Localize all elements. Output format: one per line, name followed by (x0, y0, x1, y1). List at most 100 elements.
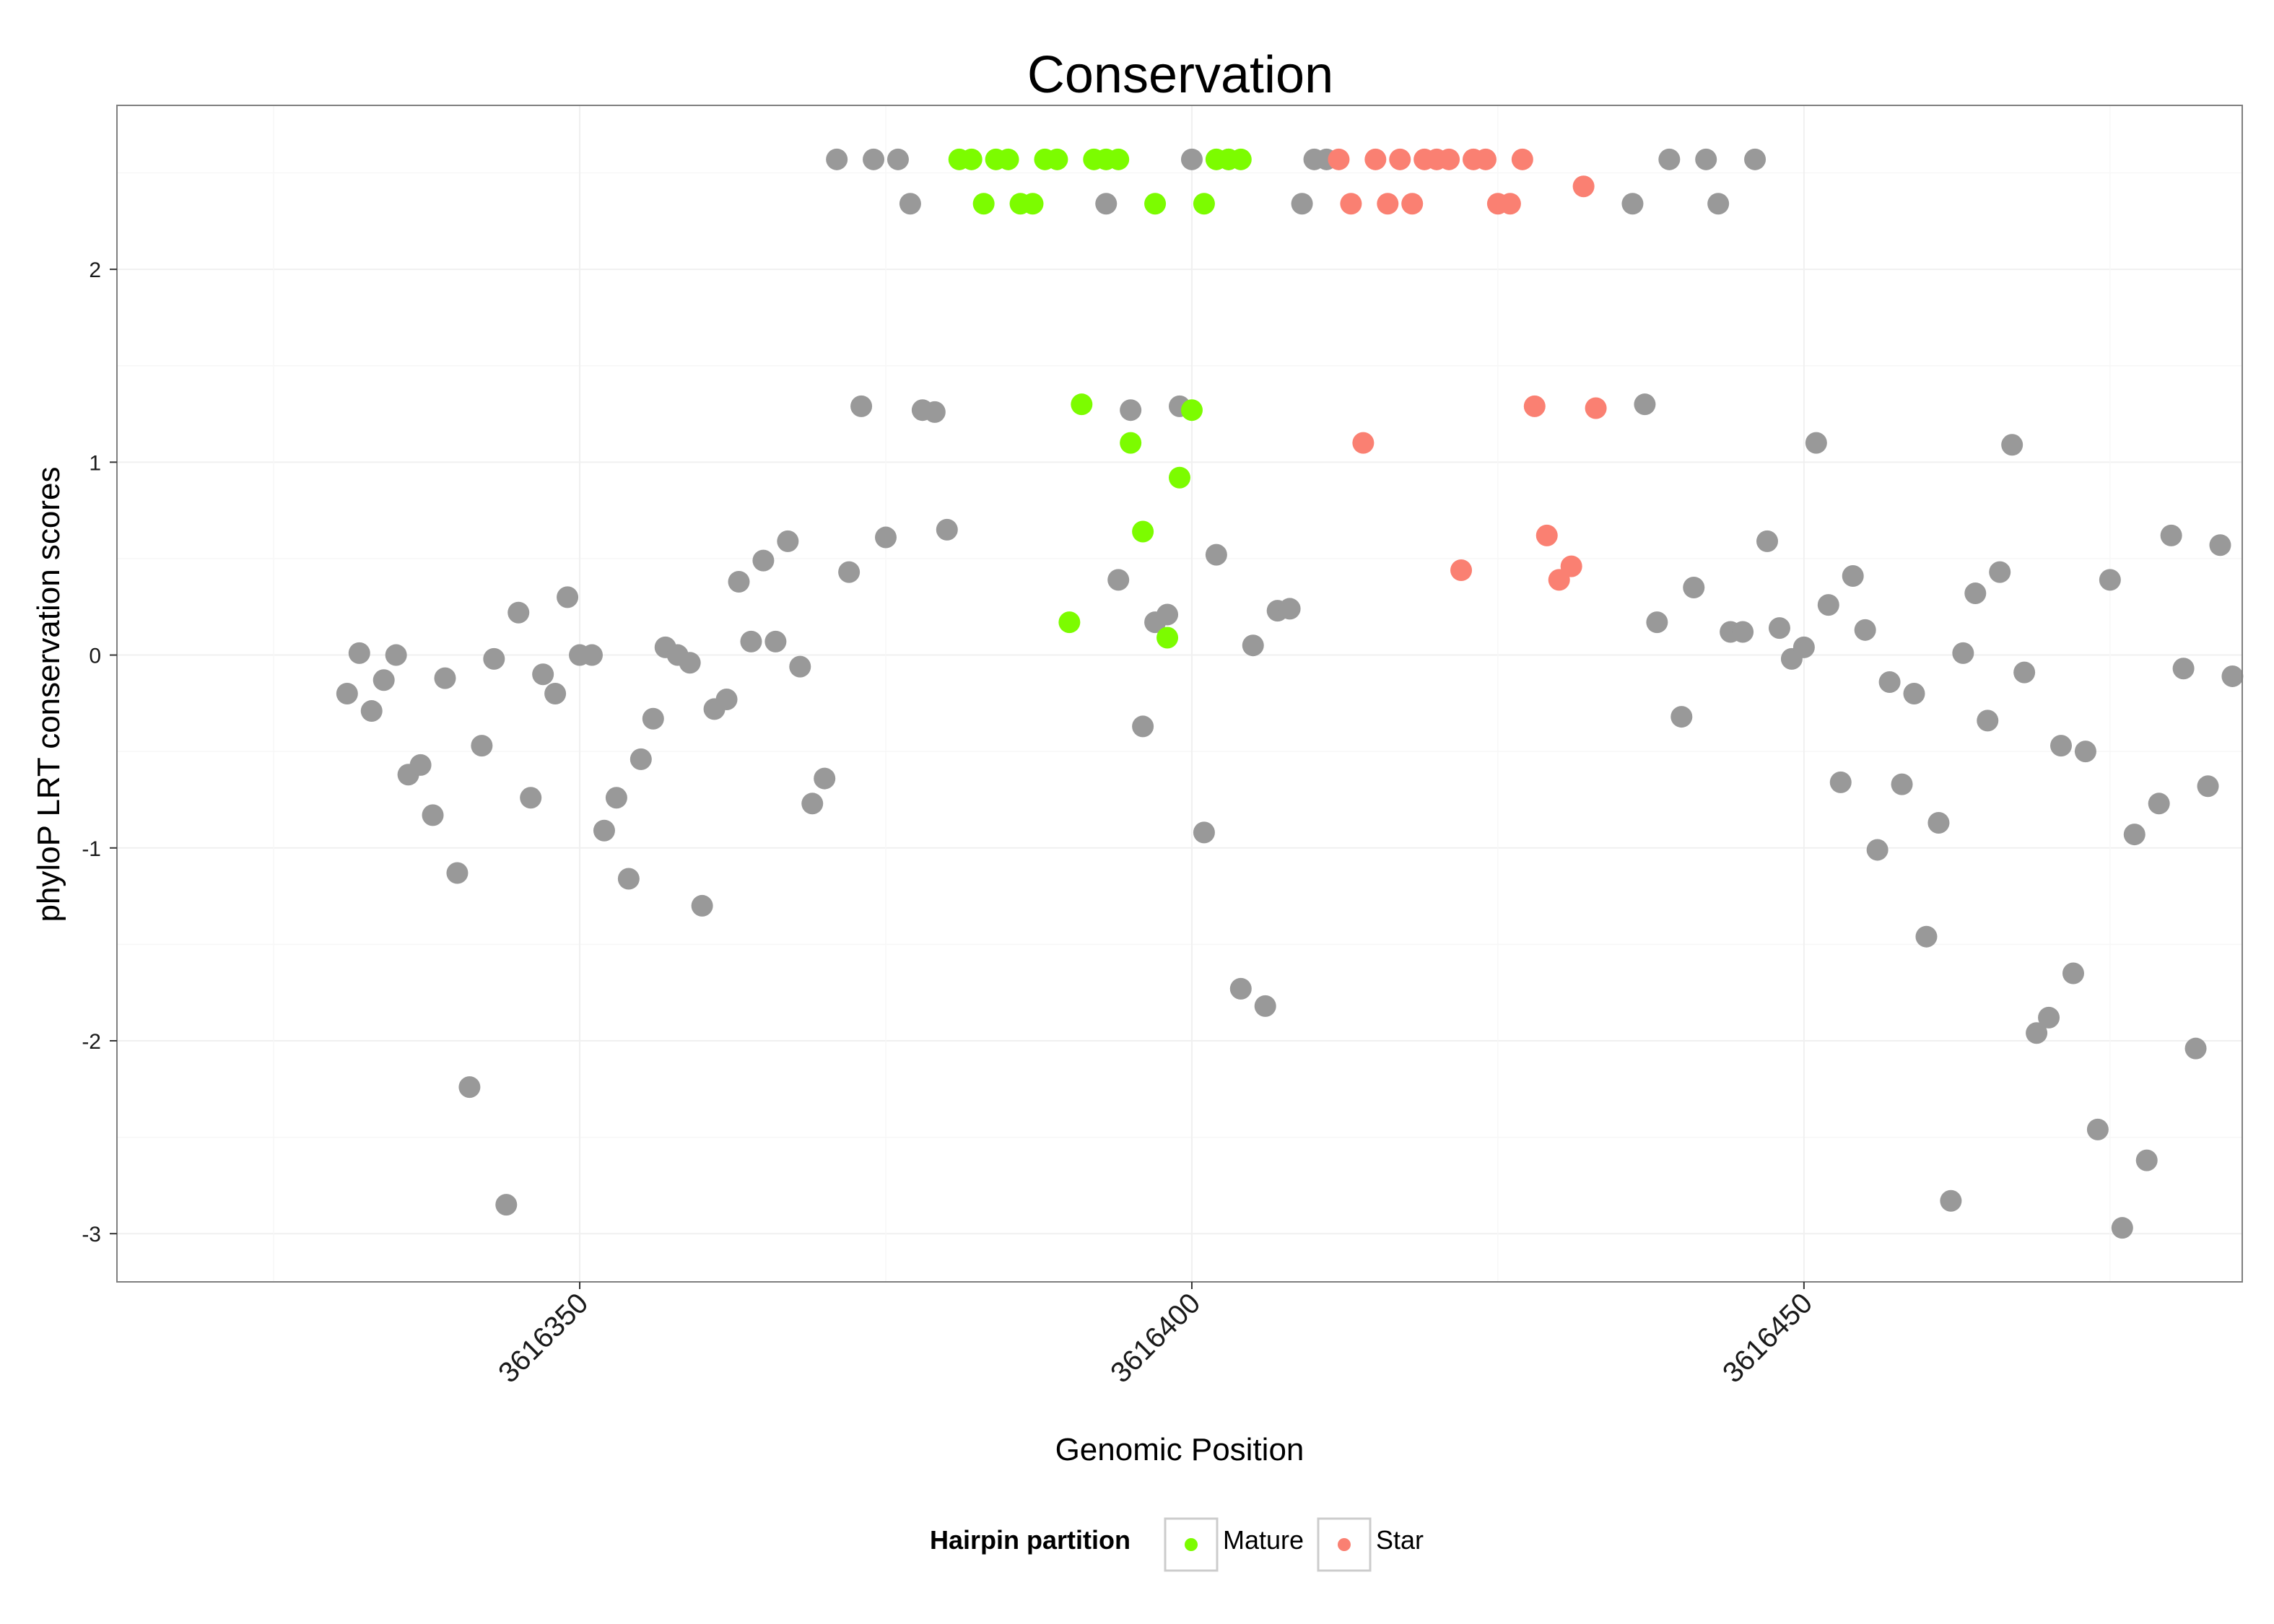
other-point (507, 601, 530, 624)
y-axis-title: phyloP LRT conservation scores (31, 466, 66, 922)
data-points (336, 148, 2244, 1239)
other-point (446, 862, 469, 884)
other-point (373, 669, 395, 691)
other-point (1683, 577, 1705, 599)
other-point (789, 655, 811, 678)
star-point (1523, 395, 1546, 417)
other-point (1891, 773, 1913, 795)
other-point (336, 683, 358, 704)
other-point (2074, 741, 2096, 763)
mature-point (1071, 393, 1093, 416)
other-point (1854, 619, 1876, 641)
other-point (1658, 148, 1681, 170)
other-point (2148, 793, 2170, 815)
other-point (715, 689, 738, 711)
other-point (1205, 543, 1227, 566)
x-axis-title: Genomic Position (1055, 1432, 1304, 1467)
other-point (2026, 1022, 2048, 1044)
star-point (1389, 148, 1411, 170)
legend: Hairpin partition Mature Star (930, 1517, 1424, 1572)
other-point (471, 735, 493, 757)
other-point (2160, 524, 2182, 546)
other-point (1842, 565, 1864, 587)
other-point (1120, 399, 1142, 422)
other-point (1634, 393, 1656, 416)
star-point (1474, 148, 1497, 170)
other-point (1156, 603, 1179, 626)
other-point (679, 652, 701, 674)
legend-label-star: Star (1376, 1525, 1424, 1555)
other-point (422, 804, 444, 826)
other-point (1254, 995, 1276, 1017)
other-point (814, 767, 836, 790)
other-point (348, 642, 370, 664)
legend-title: Hairpin partition (930, 1525, 1131, 1555)
star-point (1438, 148, 1460, 170)
other-point (1829, 771, 1852, 793)
legend-label-mature: Mature (1223, 1525, 1304, 1555)
other-point (1107, 569, 1130, 591)
x-tick-label: 3616350 (492, 1287, 594, 1389)
y-tick-label: -2 (82, 1030, 101, 1054)
mature-point (1169, 466, 1190, 489)
other-point (863, 148, 885, 170)
other-point (923, 401, 946, 423)
y-tick-label: 1 (89, 451, 101, 475)
other-point (777, 530, 799, 552)
other-point (617, 868, 640, 890)
other-point (936, 518, 958, 541)
mature-point (960, 148, 983, 170)
other-point (1756, 530, 1779, 552)
other-point (2111, 1217, 2133, 1239)
other-point (2050, 735, 2073, 757)
other-point (1646, 611, 1668, 634)
other-point (1278, 598, 1301, 620)
legend-mature-dot (1185, 1538, 1198, 1551)
other-point (434, 667, 456, 689)
other-point (532, 663, 554, 686)
other-point (1229, 977, 1252, 1000)
panel-border (116, 105, 2243, 1283)
star-point (1340, 193, 1362, 215)
other-point (1915, 925, 1938, 948)
mature-point (1144, 193, 1167, 215)
other-point (2197, 775, 2219, 798)
other-point (1866, 839, 1889, 861)
other-point (1940, 1189, 1962, 1212)
legend-star-dot (1338, 1538, 1351, 1551)
star-point (1572, 175, 1595, 198)
other-point (886, 148, 909, 170)
other-point (1952, 642, 1974, 664)
other-point (874, 526, 897, 549)
mature-point (1120, 432, 1142, 454)
other-point (899, 193, 921, 215)
other-point (2013, 661, 2036, 684)
other-point (1903, 683, 1925, 704)
other-point (1878, 671, 1901, 693)
other-point (2221, 665, 2244, 687)
other-point (1707, 193, 1730, 215)
gridlines (117, 105, 2242, 1282)
star-point (1364, 148, 1387, 170)
other-point (1291, 193, 1313, 215)
star-point (1450, 559, 1473, 581)
other-point (630, 748, 652, 770)
other-point (1964, 582, 1987, 605)
other-point (1670, 706, 1693, 728)
other-point (1977, 710, 1999, 732)
other-point (1695, 148, 1717, 170)
other-point (826, 148, 848, 170)
other-point (2209, 534, 2231, 556)
mature-point (1058, 611, 1081, 634)
other-point (557, 586, 579, 608)
x-tick-label: 3616450 (1717, 1287, 1818, 1389)
star-point (1401, 193, 1424, 215)
other-point (605, 787, 627, 809)
other-point (2038, 1006, 2060, 1029)
other-point (1242, 634, 1264, 657)
other-point (728, 571, 750, 593)
other-point (2086, 1118, 2109, 1140)
other-point (1792, 636, 1815, 658)
other-point (642, 707, 664, 730)
star-point (1499, 193, 1521, 215)
